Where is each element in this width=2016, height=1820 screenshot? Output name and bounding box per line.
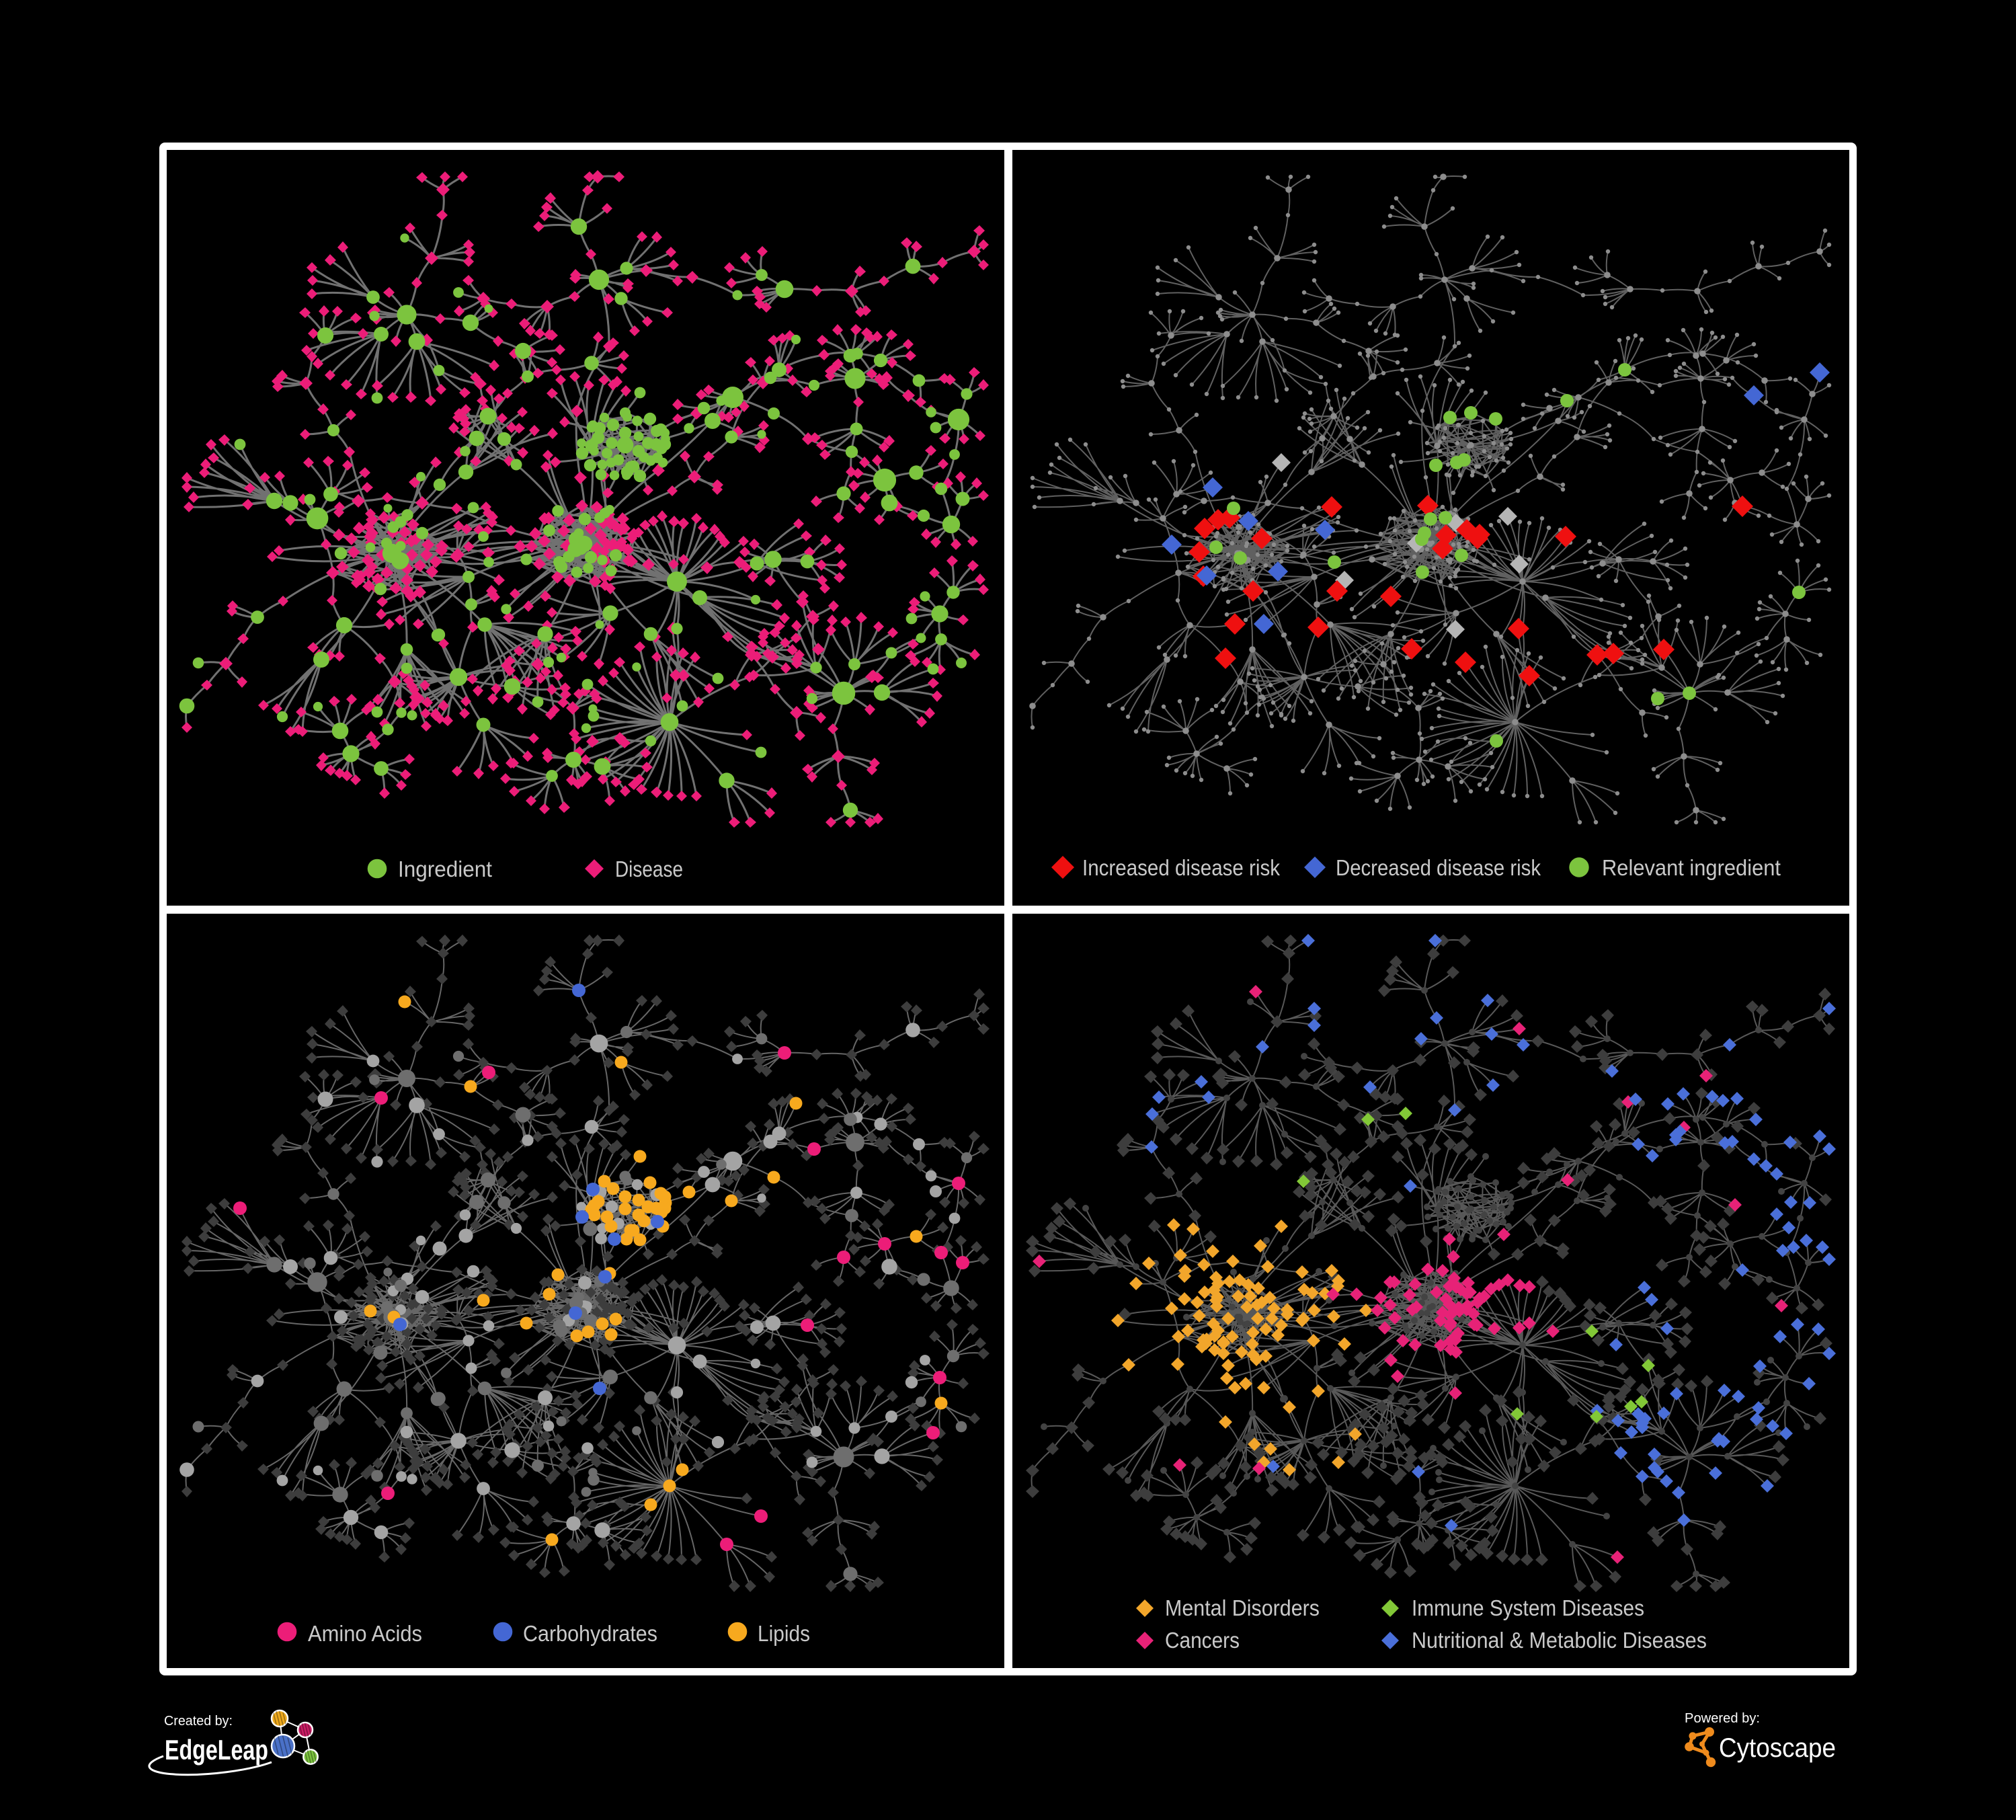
svg-text:Cancers: Cancers <box>1165 1628 1240 1653</box>
svg-text:Amino Acids: Amino Acids <box>308 1621 422 1646</box>
svg-text:Ingredient: Ingredient <box>398 857 492 881</box>
svg-text:Increased disease risk: Increased disease risk <box>1082 855 1280 880</box>
svg-text:Lipids: Lipids <box>758 1621 810 1646</box>
svg-text:Immune System Diseases: Immune System Diseases <box>1412 1595 1644 1620</box>
svg-text:EdgeLeap: EdgeLeap <box>165 1734 268 1766</box>
svg-text:Mental Disorders: Mental Disorders <box>1165 1595 1320 1620</box>
svg-text:Cytoscape: Cytoscape <box>1719 1733 1836 1763</box>
svg-text:Powered by:: Powered by: <box>1685 1711 1760 1726</box>
svg-text:Nutritional & Metabolic Diseas: Nutritional & Metabolic Diseases <box>1412 1628 1707 1653</box>
svg-text:Disease: Disease <box>615 857 683 881</box>
svg-text:Carbohydrates: Carbohydrates <box>523 1621 657 1646</box>
svg-text:Decreased disease risk: Decreased disease risk <box>1336 855 1541 880</box>
svg-text:Relevant ingredient: Relevant ingredient <box>1602 855 1781 880</box>
svg-text:Created by:: Created by: <box>164 1714 233 1729</box>
